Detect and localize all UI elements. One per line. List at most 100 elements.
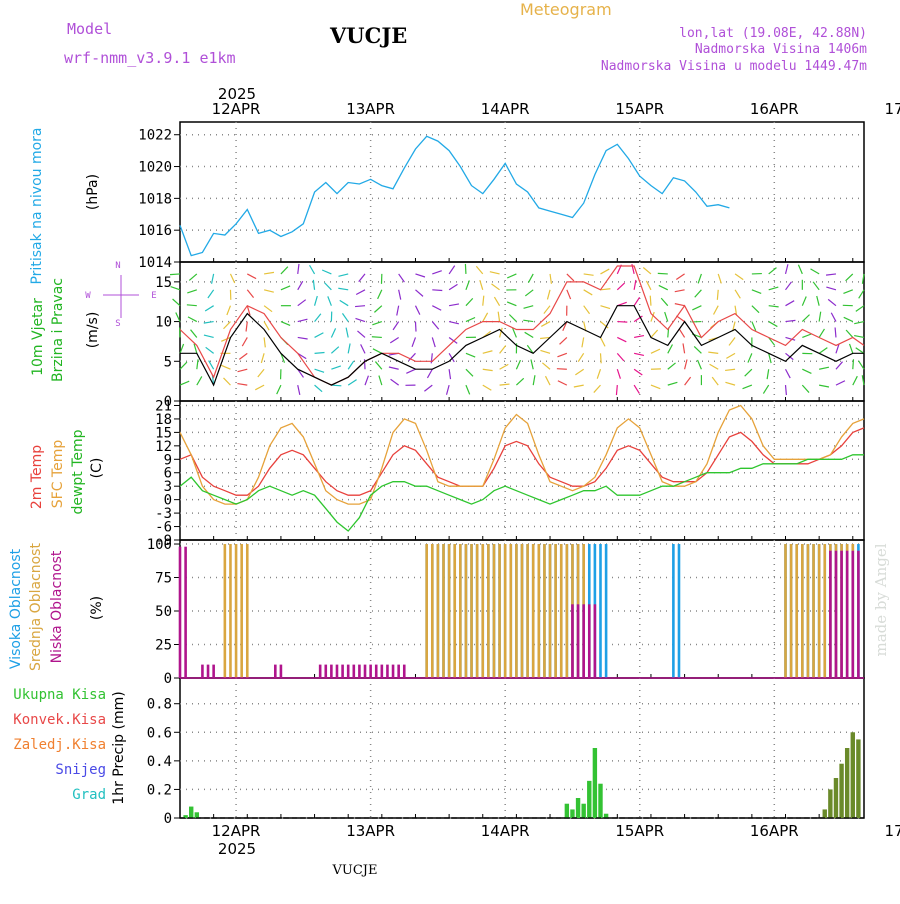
wind-barb [651,385,660,389]
y-tick-label: 0.4 [147,754,172,770]
wind-gust-line [180,266,864,385]
wind-barb [558,381,567,385]
cloud-bar-low [392,665,395,678]
cloud-bar-low [201,665,204,678]
precip-bar [828,789,832,818]
pressure-unit: (hPa) [85,174,101,210]
lonlat-label: lon,lat (19.08E, 42.88N) [679,26,867,41]
top-date-label: 17APR [884,100,900,118]
y-tick-label: 1018 [138,191,172,207]
compass-s: S [115,319,120,329]
top-date-label: 12APR [212,100,261,118]
wind-barb [180,381,189,385]
cloud-bar-mid [538,544,541,678]
wind-ylabel-1: 10m Vjetar [30,298,46,376]
cloud-bar-low [319,665,322,678]
wind-barb [547,290,550,300]
wind-barb [281,267,288,274]
wind-barb [346,328,348,338]
cloud-bar-mid [498,544,501,678]
cloud-bar-mid [459,544,462,678]
wind-barb [449,304,459,306]
cloud-bar-mid [470,544,473,678]
altitude-label: Nadmorska Visina 1406m [695,42,867,57]
wind-barb [665,312,668,322]
wind-barb [676,316,684,322]
cloud-bar-mid [554,544,557,678]
top-date-labels: 12APR13APR14APR15APR16APR17APR [212,100,900,118]
wind-barb [264,290,274,292]
wind-barb [340,300,348,305]
wind-barb [675,304,685,306]
model-altitude-label: Nadmorska Visina u modelu 1449.47m [601,59,867,74]
wind-barb [634,280,636,290]
compass-n: N [115,261,120,271]
wind-barb [483,351,493,354]
wind-barb [221,365,230,369]
wind-barb [694,346,701,353]
wind-barb [466,385,470,394]
wind-barb [668,382,678,385]
cloud-bar-mid [543,544,546,678]
cloud-bar-low [324,665,327,678]
wind-barb [651,330,658,337]
wind-barb [600,289,610,290]
cloud-bar-low [179,547,182,678]
cloud-bar-mid [812,544,815,678]
wind-barb [634,353,644,355]
wind-barb [745,369,752,376]
wind-barb [338,274,348,276]
wind-barb [180,362,187,369]
y-tick-label: 0 [164,671,172,687]
wind-barb [617,337,626,341]
wind-barb [826,287,836,290]
model-label: Model [67,20,112,38]
y-tick-label: 5 [164,354,172,370]
wind-barb [578,353,583,361]
wind-barb [679,329,684,337]
wind-barb [480,280,483,290]
wind-barb [298,337,308,339]
wind-barb [616,385,617,395]
wind-barb [261,353,264,363]
wind-barb [191,330,197,338]
wind-barb [476,266,482,274]
wind-barb [545,376,550,385]
cloud-bar-low [829,551,832,678]
wind-barb [500,364,509,369]
wind-barb [668,345,673,354]
wind-barb [173,299,180,306]
wind-barb [390,337,398,342]
cloud-bar-mid [560,544,563,678]
precip-bar [581,804,585,818]
wind-barb [255,385,264,390]
wind-barb [544,306,550,314]
cloud-bar-low [375,665,378,678]
temp-line-2 [180,455,864,531]
wind-barb [230,274,234,283]
precip-bar [593,748,597,818]
wind-barb [550,274,551,284]
cloud-bar-low [280,665,283,678]
wind-barb [643,267,651,273]
cloud-bar-mid [442,544,445,678]
wind-barb [483,369,493,370]
y-tick-label: 0 [164,811,172,827]
wind-barb [675,290,685,292]
wind-barb [507,302,516,306]
wind-barb [718,274,721,284]
cloud-bar-high [672,544,675,678]
wind-barb [560,337,567,344]
wind-barb [491,284,499,290]
wind-barb [685,377,691,385]
wind-barb [264,322,269,331]
wind-barb [856,348,864,354]
wind-barb [361,344,365,353]
cloud-bar-mid [453,544,456,678]
cloud-bar-low [336,665,339,678]
wind-barb [498,312,499,322]
wind-barb [315,352,325,353]
wind-barb [356,290,365,295]
wind-barb [391,379,399,385]
wind-barb [204,335,214,337]
